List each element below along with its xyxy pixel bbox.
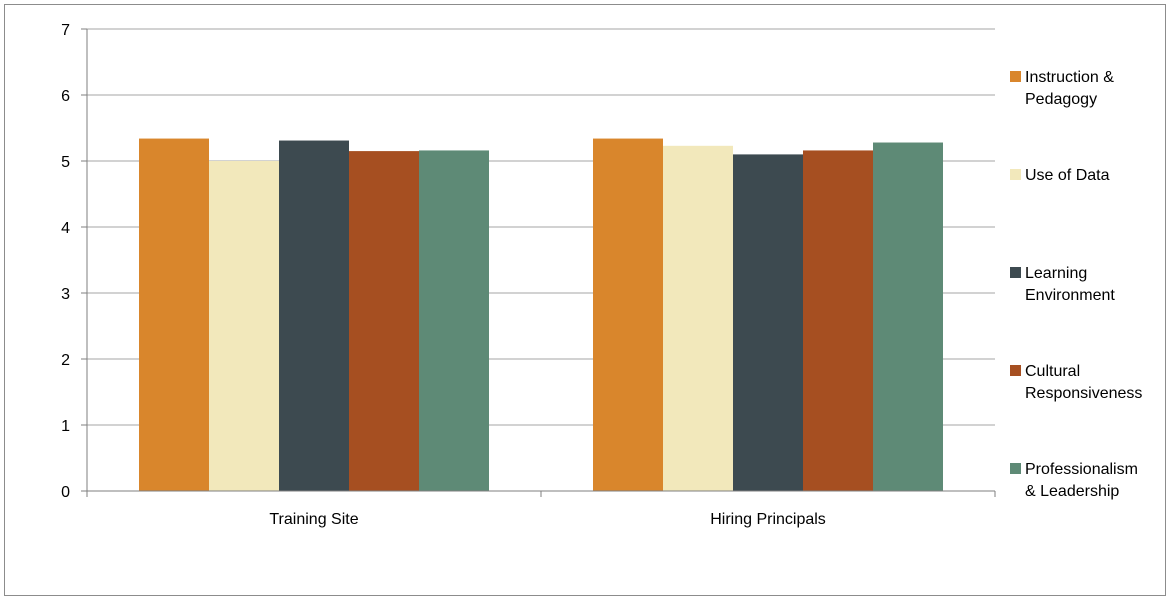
legend-item: Instruction & Pedagogy — [1010, 69, 1114, 108]
bars — [139, 138, 943, 492]
legend-swatch — [1010, 71, 1021, 82]
legend-item: Cultural Responsiveness — [1010, 363, 1142, 402]
x-tick-label: Hiring Principals — [710, 511, 826, 528]
legend: Instruction & Pedagogy Use of Data Learning… — [1010, 69, 1142, 500]
bar-professionalism-leadership-training-site — [419, 150, 489, 491]
legend-swatch — [1010, 267, 1021, 278]
legend-item: Use of Data — [1010, 167, 1110, 184]
legend-swatch — [1010, 463, 1021, 474]
y-tick-label: 3 — [61, 286, 70, 303]
legend-label: Instruction & Pedagogy — [1025, 69, 1114, 108]
legend-swatch — [1010, 365, 1021, 376]
bar-instruction-pedagogy-training-site — [139, 138, 209, 491]
bar-use-of-data-hiring-principals — [663, 145, 733, 491]
bar-learning-environment-hiring-principals — [733, 154, 803, 491]
y-tick-label: 0 — [61, 484, 70, 501]
legend-label: Cultural Responsiveness — [1025, 363, 1142, 402]
legend-label: Learning Environment — [1025, 265, 1115, 304]
legend-item: Learning Environment — [1010, 265, 1115, 304]
y-tick-label: 7 — [61, 22, 70, 39]
y-tick-label: 6 — [61, 88, 70, 105]
y-tick-label: 5 — [61, 154, 70, 171]
y-tick-label: 2 — [61, 352, 70, 369]
bar-cultural-responsiveness-hiring-principals — [803, 150, 873, 491]
legend-label: Use of Data — [1025, 167, 1110, 184]
bar-learning-environment-training-site — [279, 140, 349, 492]
legend-item: Professionalism & Leadership — [1010, 461, 1138, 500]
bar-professionalism-leadership-hiring-principals — [873, 142, 943, 491]
x-axis-ticks: Training Site Hiring Principals — [86, 491, 996, 528]
y-tick-label: 4 — [61, 220, 70, 237]
y-axis-ticks: 0 1 2 3 4 5 6 7 — [61, 22, 87, 501]
bar-cultural-responsiveness-training-site — [349, 151, 419, 491]
legend-swatch — [1010, 169, 1021, 180]
y-tick-label: 1 — [61, 418, 70, 435]
legend-label: Professionalism & Leadership — [1025, 461, 1138, 500]
bar-instruction-pedagogy-hiring-principals — [593, 138, 663, 491]
bar-use-of-data-training-site — [209, 161, 279, 491]
x-tick-label: Training Site — [269, 511, 358, 528]
